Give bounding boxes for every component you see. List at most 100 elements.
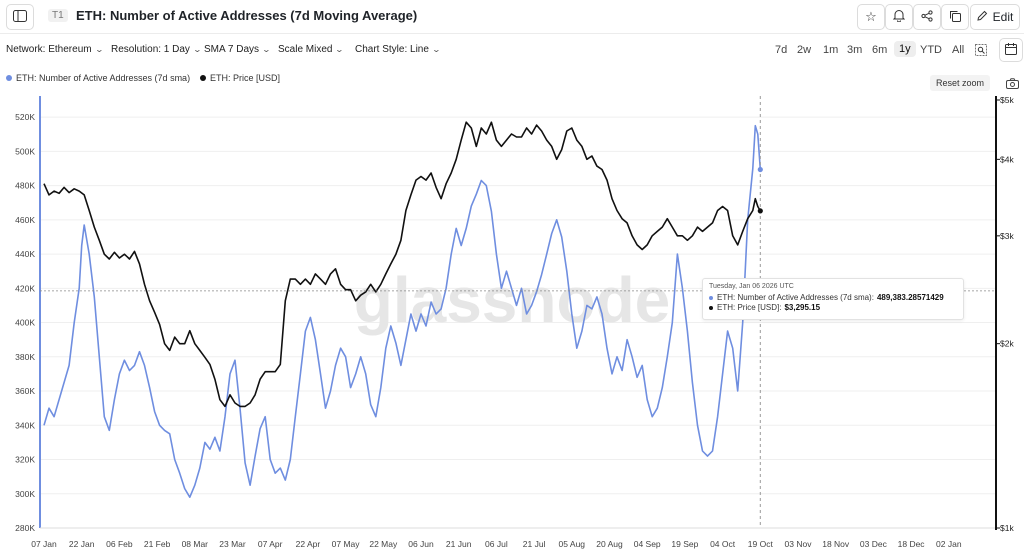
chevron-down-icon: ⌄ — [192, 45, 202, 54]
bell-icon — [892, 9, 906, 25]
hover-point-active-addresses — [757, 166, 763, 173]
chevron-down-icon: ⌄ — [335, 45, 345, 54]
share-button[interactable] — [913, 4, 941, 30]
x-tick-label: 06 Jun — [408, 539, 434, 549]
x-tick-label: 20 Aug — [596, 539, 623, 549]
chart-toolbar: Network: Ethereum ⌄ Resolution: 1 Day ⌄ SM… — [0, 38, 1024, 64]
x-tick-label: 03 Nov — [785, 539, 813, 549]
y-left-tick-label: 360K — [15, 386, 35, 396]
calendar-icon — [1005, 42, 1017, 58]
legend-dot — [6, 75, 12, 81]
x-tick-label: 07 Jan — [31, 539, 57, 549]
x-tick-label: 18 Dec — [898, 539, 926, 549]
x-tick-label: 21 Feb — [144, 539, 171, 549]
series-line-price — [43, 121, 761, 408]
x-tick-label: 04 Oct — [710, 539, 736, 549]
chart-style-dropdown[interactable]: Chart Style: Line ⌄ — [355, 44, 441, 55]
y-left-tick-label: 280K — [15, 523, 35, 533]
hover-point-price — [757, 208, 763, 214]
edit-button[interactable]: Edit — [970, 4, 1020, 30]
calendar-button[interactable] — [999, 38, 1023, 62]
sidebar-toggle-button[interactable] — [6, 4, 34, 30]
range-ytd[interactable]: YTD — [920, 44, 942, 56]
star-icon: ☆ — [865, 9, 877, 24]
pencil-icon — [977, 10, 988, 24]
x-tick-label: 21 Jun — [446, 539, 472, 549]
x-tick-label: 02 Jan — [936, 539, 962, 549]
tooltip-dot — [709, 305, 713, 310]
x-tick-label: 08 Mar — [182, 539, 209, 549]
legend-item-addresses[interactable]: ETH: Number of Active Addresses (7d sma) — [6, 73, 190, 83]
range-all[interactable]: All — [952, 44, 965, 56]
y-left-tick-label: 380K — [15, 352, 35, 362]
legend-item-price[interactable]: ETH: Price [USD] — [200, 73, 280, 83]
x-tick-label: 03 Dec — [860, 539, 888, 549]
y-left-tick-label: 300K — [15, 489, 35, 499]
reset-zoom-button[interactable]: Reset zoom — [930, 75, 991, 91]
watermark: glassnode — [354, 264, 671, 336]
x-tick-label: 06 Feb — [106, 539, 133, 549]
tooltip-row-price: ETH: Price [USD]: $3,295.15 — [709, 303, 957, 312]
x-tick-label: 19 Sep — [671, 539, 698, 549]
edit-label: Edit — [992, 10, 1014, 24]
chart-style-label: Chart Style: Line — [355, 44, 429, 55]
range-6m[interactable]: 6m — [872, 44, 888, 56]
tooltip-value: 489,383.28571429 — [876, 293, 944, 302]
network-label: Network: Ethereum — [6, 44, 92, 55]
y-left-tick-label: 460K — [15, 215, 35, 225]
x-tick-label: 04 Sep — [634, 539, 661, 549]
x-tick-label: 22 Jan — [69, 539, 95, 549]
resolution-label: Resolution: 1 Day — [111, 44, 190, 55]
y-right-tick-label: $1k — [1000, 523, 1014, 533]
x-tick-label: 05 Aug — [559, 539, 586, 549]
range-2w[interactable]: 2w — [797, 44, 812, 56]
range-1y[interactable]: 1y — [894, 41, 916, 57]
x-tick-label: 06 Jul — [485, 539, 508, 549]
range-3m[interactable]: 3m — [847, 44, 863, 56]
chevron-down-icon: ⌄ — [94, 45, 104, 54]
y-left-tick-label: 400K — [15, 318, 35, 328]
scale-label: Scale Mixed — [278, 44, 333, 55]
scale-dropdown[interactable]: Scale Mixed ⌄ — [278, 44, 345, 55]
x-tick-label: 23 Mar — [219, 539, 246, 549]
y-left-tick-label: 440K — [15, 249, 35, 259]
chart-tooltip: Tuesday, Jan 06 2026 UTC ETH: Number of … — [702, 278, 964, 320]
y-left-tick-label: 320K — [15, 455, 35, 465]
sma-dropdown[interactable]: SMA 7 Days ⌄ — [204, 44, 272, 55]
x-tick-label: 22 May — [369, 539, 398, 549]
camera-icon[interactable] — [1006, 76, 1019, 94]
favorite-button[interactable]: ☆ — [857, 4, 885, 30]
tooltip-date: Tuesday, Jan 06 2026 UTC — [709, 283, 794, 290]
copy-icon — [949, 10, 961, 25]
alert-button[interactable] — [885, 4, 913, 30]
y-right-tick-label: $4k — [1000, 154, 1014, 164]
range-1m[interactable]: 1m — [823, 44, 839, 56]
y-right-tick-label: $3k — [1000, 231, 1014, 241]
tooltip-row-addresses: ETH: Number of Active Addresses (7d sma)… — [709, 293, 957, 302]
top-bar: T1 ETH: Number of Active Addresses (7d M… — [0, 0, 1024, 34]
zoom-select-icon[interactable] — [975, 43, 987, 61]
y-right-tick-label: $2k — [1000, 339, 1014, 349]
sidebar-icon — [13, 9, 27, 25]
x-tick-label: 22 Apr — [296, 539, 321, 549]
network-dropdown[interactable]: Network: Ethereum ⌄ — [6, 44, 104, 55]
sma-label: SMA 7 Days — [204, 44, 260, 55]
share-icon — [921, 9, 933, 25]
x-tick-label: 07 May — [332, 539, 361, 549]
y-left-tick-label: 420K — [15, 283, 35, 293]
chevron-down-icon: ⌄ — [431, 45, 441, 54]
legend-label: ETH: Number of Active Addresses (7d sma) — [16, 73, 191, 83]
chart-tag: T1 — [48, 9, 68, 22]
resolution-dropdown[interactable]: Resolution: 1 Day ⌄ — [111, 44, 202, 55]
legend-dot — [200, 75, 206, 81]
range-7d[interactable]: 7d — [775, 44, 788, 56]
series-line-active-addresses — [43, 124, 762, 498]
x-tick-label: 18 Nov — [822, 539, 850, 549]
x-tick-label: 07 Apr — [258, 539, 283, 549]
tooltip-value: $3,295.15 — [784, 303, 821, 312]
tooltip-label: ETH: Number of Active Addresses (7d sma)… — [717, 293, 874, 302]
legend-label: ETH: Price [USD] — [210, 73, 281, 83]
copy-button[interactable] — [941, 4, 969, 30]
chevron-down-icon: ⌄ — [261, 45, 272, 54]
y-right-tick-label: $5k — [1000, 95, 1014, 105]
